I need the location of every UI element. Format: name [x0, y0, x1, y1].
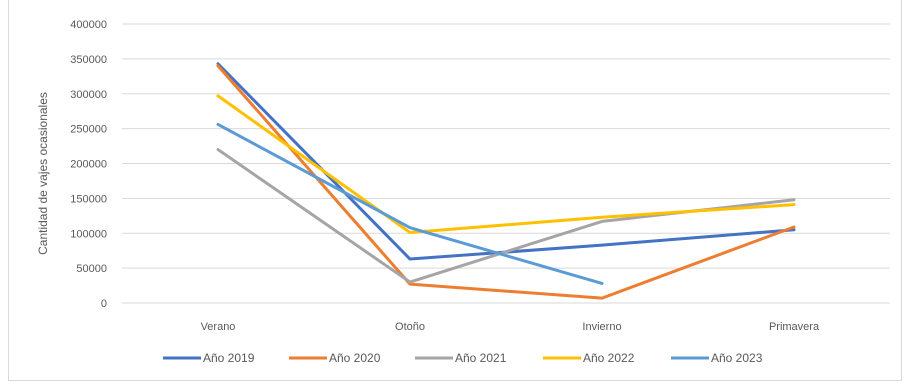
y-tick-label: 400000 [70, 19, 107, 31]
y-axis-ticks: 0 50000 100000 150000 200000 250000 300000 3500… [70, 19, 107, 310]
series-line [216, 64, 796, 300]
y-tick-label: 350000 [70, 54, 107, 66]
chart-area [8, 0, 902, 381]
legend-label: Año 2022 [583, 351, 635, 365]
y-axis-title: Cantidad de vajes ocasionales [36, 92, 50, 255]
y-tick-label: 50000 [76, 263, 107, 275]
x-tick-label: Primavera [769, 321, 820, 333]
legend-label: Año 2021 [455, 351, 507, 365]
y-tick-label: 150000 [70, 193, 107, 205]
legend-label: Año 2019 [203, 351, 255, 365]
gridlines [122, 23, 890, 304]
y-tick-label: 0 [101, 298, 107, 310]
series-line [216, 94, 796, 235]
x-axis-ticks: Verano Otoño Invierno Primavera [201, 321, 820, 333]
y-tick-label: 300000 [70, 89, 107, 101]
y-tick-label: 200000 [70, 159, 107, 171]
legend-label: Año 2023 [711, 351, 763, 365]
legend-label: Año 2020 [329, 351, 381, 365]
series-line [216, 122, 604, 285]
series-line [216, 62, 796, 261]
series-lines [216, 62, 796, 300]
y-tick-label: 250000 [70, 124, 107, 136]
legend: Año 2019 Año 2020 Año 2021 Año 2022 Año 2023 [163, 351, 763, 365]
x-tick-label: Verano [201, 321, 236, 333]
x-tick-label: Invierno [582, 321, 621, 333]
x-tick-label: Otoño [395, 321, 425, 333]
y-tick-label: 100000 [70, 228, 107, 240]
